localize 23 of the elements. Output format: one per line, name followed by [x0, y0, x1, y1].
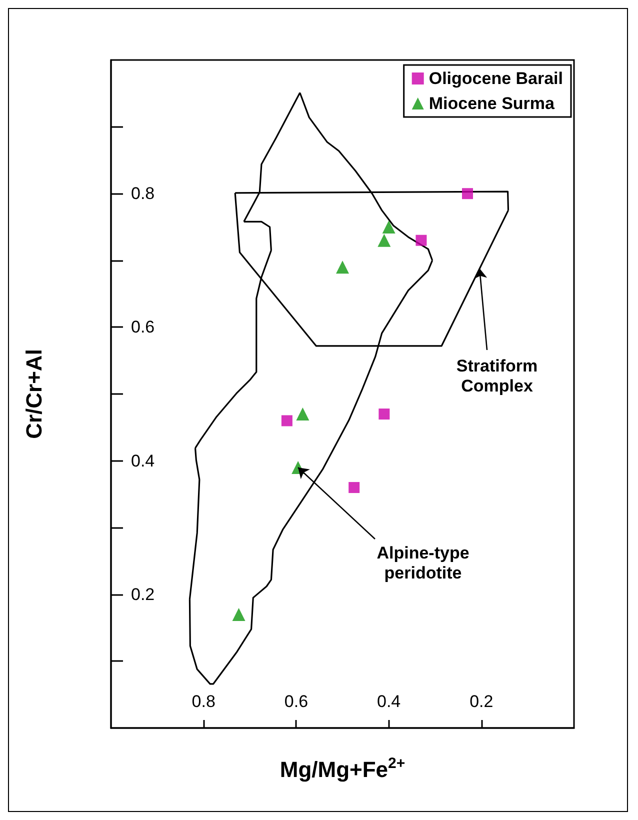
annotation: Stratiform Complex [456, 356, 538, 396]
x-tick-label: 0.6 [284, 692, 308, 711]
y-tick-label: 0.8 [131, 184, 155, 204]
legend-label: Miocene Surma [428, 94, 556, 113]
point [462, 188, 474, 200]
point [382, 220, 396, 234]
y-tick-label: 0.4 [131, 451, 155, 470]
y-axis-title: Cr/Cr+Al [22, 349, 46, 439]
point [296, 408, 310, 421]
x-tick-label: 0.8 [192, 692, 216, 711]
y-tick-label: 0.2 [131, 584, 155, 604]
y-tick-label: 0.6 [131, 318, 155, 337]
point [336, 260, 349, 274]
point [416, 234, 427, 246]
x-tick-label: 0.4 [376, 692, 401, 711]
annotation: Alpine-type peridotite [376, 544, 470, 582]
legend-label: Oligocene Barail [428, 69, 564, 88]
point [378, 234, 391, 247]
point [348, 482, 360, 494]
point [232, 608, 246, 621]
x-tick-label: 0.2 [470, 692, 494, 711]
point [378, 408, 390, 420]
point [281, 415, 292, 426]
